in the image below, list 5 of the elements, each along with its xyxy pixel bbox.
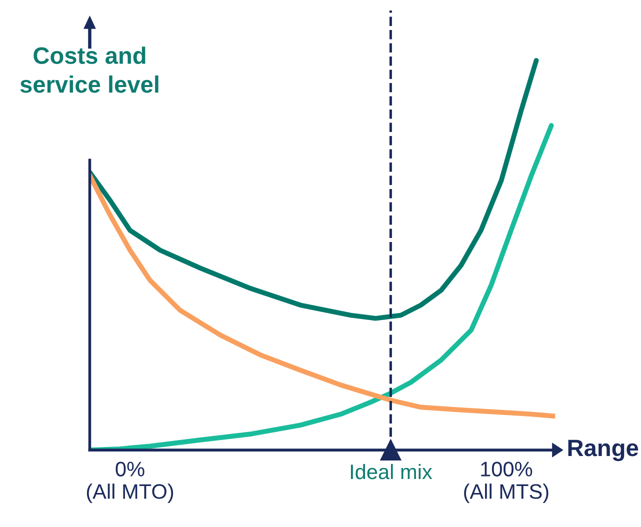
x-tick-label: 100% (All MTS)	[464, 462, 548, 504]
x-axis-title: Range	[568, 440, 638, 462]
y-axis-title: Costs and service level	[20, 46, 158, 93]
x-tick-label: 0% (All MTO)	[86, 462, 174, 504]
ref-line-label: Ideal mix	[350, 464, 432, 480]
